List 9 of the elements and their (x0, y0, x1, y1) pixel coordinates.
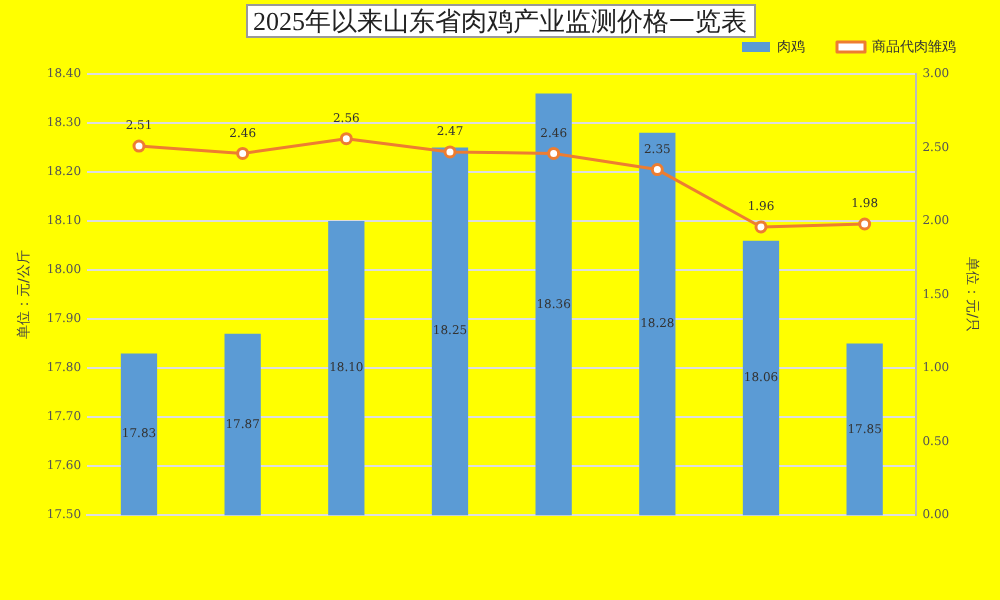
chart-title: 2025年以来山东省肉鸡产业监测价格一览表 (245, 4, 755, 38)
point (339, 132, 353, 146)
point (650, 163, 664, 177)
point (547, 146, 561, 160)
point (754, 220, 768, 234)
point (132, 139, 146, 153)
point (236, 146, 250, 160)
point (443, 145, 457, 159)
point (858, 217, 872, 231)
